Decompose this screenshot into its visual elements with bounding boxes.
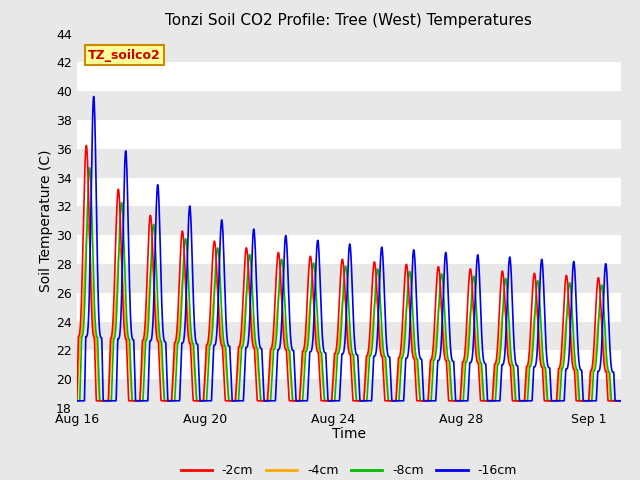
Text: TZ_soilco2: TZ_soilco2 bbox=[88, 48, 161, 61]
Bar bbox=[77, 322, 621, 350]
Bar bbox=[77, 62, 621, 91]
Bar bbox=[77, 178, 621, 206]
Bar bbox=[77, 235, 621, 264]
Bar bbox=[77, 34, 621, 62]
Bar bbox=[77, 91, 621, 120]
Title: Tonzi Soil CO2 Profile: Tree (West) Temperatures: Tonzi Soil CO2 Profile: Tree (West) Temp… bbox=[165, 13, 532, 28]
Bar bbox=[77, 379, 621, 408]
Bar bbox=[77, 293, 621, 322]
Bar bbox=[77, 149, 621, 178]
Bar bbox=[77, 120, 621, 149]
Bar bbox=[77, 350, 621, 379]
Bar bbox=[77, 206, 621, 235]
X-axis label: Time: Time bbox=[332, 427, 366, 441]
Legend: -2cm, -4cm, -8cm, -16cm: -2cm, -4cm, -8cm, -16cm bbox=[175, 459, 522, 480]
Bar bbox=[77, 264, 621, 293]
Y-axis label: Soil Temperature (C): Soil Temperature (C) bbox=[39, 150, 53, 292]
